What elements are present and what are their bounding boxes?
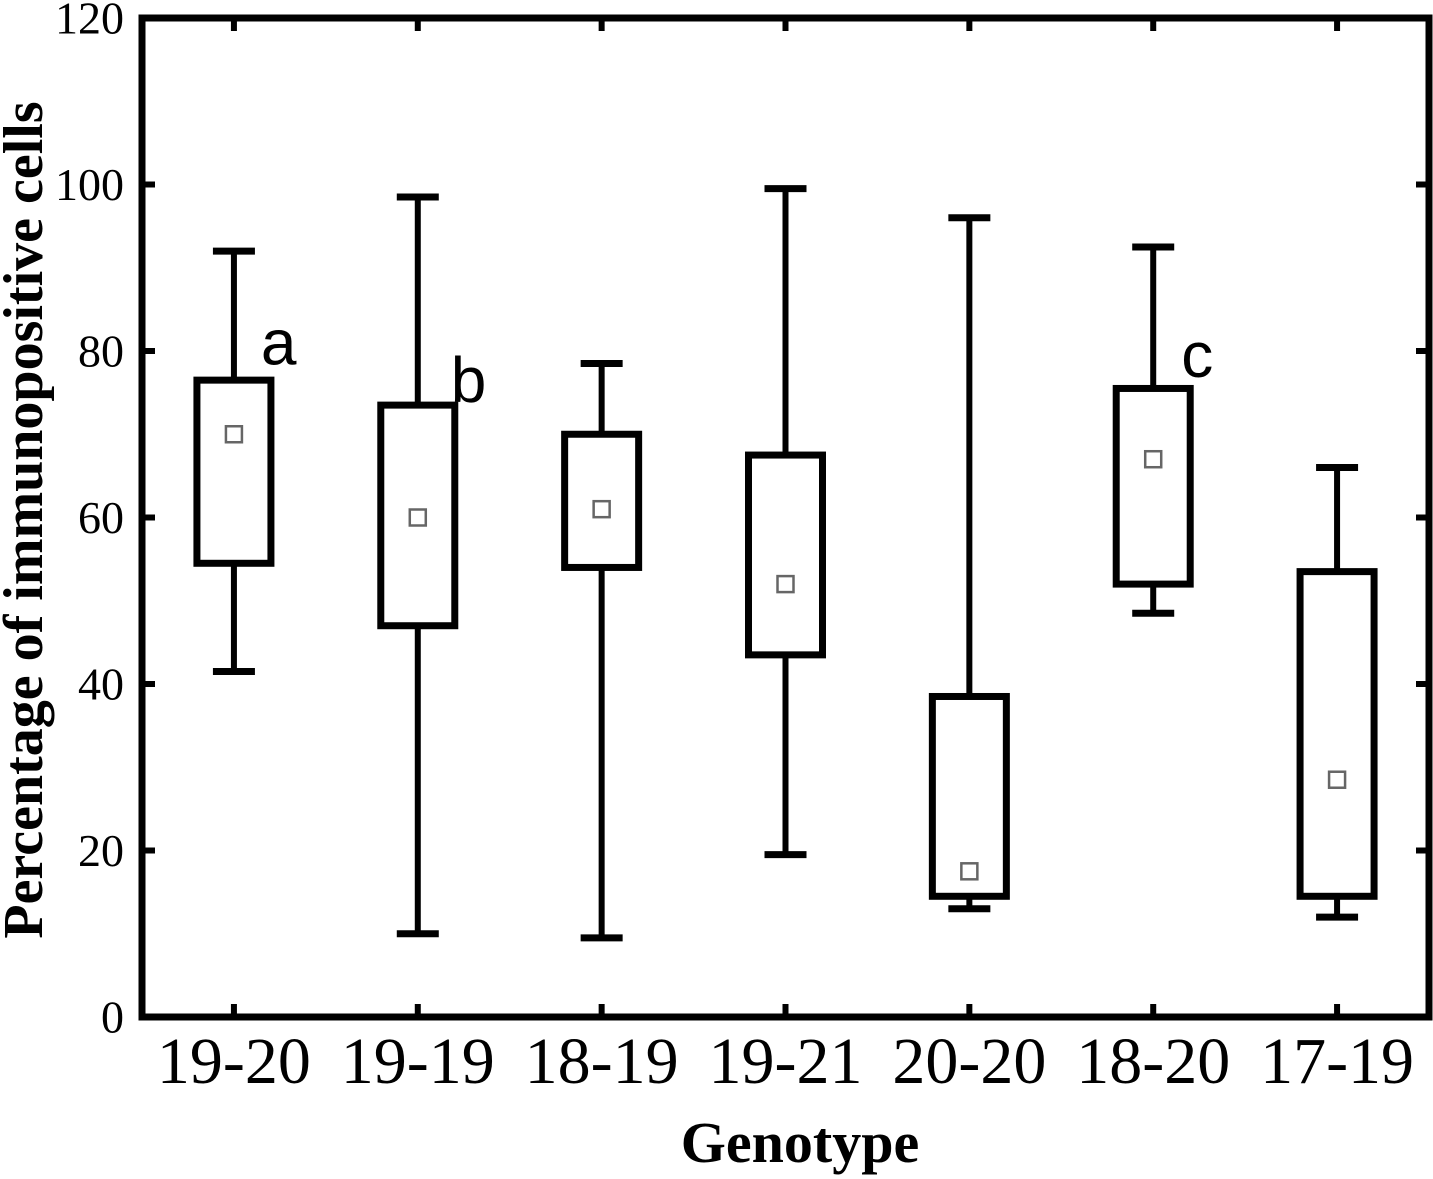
mean-marker (592, 499, 611, 519)
x-tick-label-20-20: 20-20 (892, 1025, 1046, 1098)
mean-marker (224, 425, 244, 444)
mean-marker (408, 508, 428, 527)
box-20-20 (928, 214, 1010, 913)
plot-frame (138, 14, 1433, 1021)
plot-layer: 0 20 40 60 80 100 120 19-20 19-19 18-19 19-21 20-20… (55, 0, 1433, 1098)
box-18-20 (1112, 243, 1194, 617)
y-tick-label-60: 60 (78, 492, 124, 543)
x-axis-title: Genotype (681, 1110, 919, 1175)
mean-marker (960, 862, 979, 881)
y-tick-label-80: 80 (78, 326, 124, 377)
y-tick-label-0: 0 (101, 992, 124, 1043)
x-tick-label-19-19: 19-19 (341, 1025, 495, 1098)
x-tick-label-18-19: 18-19 (525, 1025, 679, 1098)
box-19-20 (193, 247, 275, 676)
significance-letter-a: a (261, 307, 297, 379)
mean-marker (1327, 770, 1347, 789)
y-tick-label-40: 40 (78, 659, 124, 710)
y-tick-label-20: 20 (78, 825, 124, 876)
mean-marker (776, 574, 795, 594)
box-rect (193, 376, 275, 567)
box-17-19 (1296, 464, 1378, 921)
x-tick-label-17-19: 17-19 (1260, 1025, 1414, 1098)
y-axis-title: Percentage of immunopositive cells (0, 101, 55, 938)
box-18-19 (561, 359, 643, 942)
significance-letter-b: b (451, 344, 487, 416)
box-19-19 (377, 193, 459, 938)
box-19-21 (745, 185, 826, 859)
mean-marker (1143, 449, 1163, 469)
y-tick-label-100: 100 (55, 159, 124, 210)
significance-letter-c: c (1181, 319, 1213, 391)
box-rect (1112, 384, 1194, 588)
x-tick-label-18-20: 18-20 (1076, 1025, 1230, 1098)
box-rect (928, 692, 1010, 900)
box-rect (1296, 568, 1378, 900)
box-rect (377, 401, 459, 630)
x-tick-label-19-20: 19-20 (157, 1025, 311, 1098)
y-tick-label-120: 120 (55, 0, 124, 44)
x-tick-label-19-21: 19-21 (709, 1025, 863, 1098)
box-rect (745, 451, 826, 659)
